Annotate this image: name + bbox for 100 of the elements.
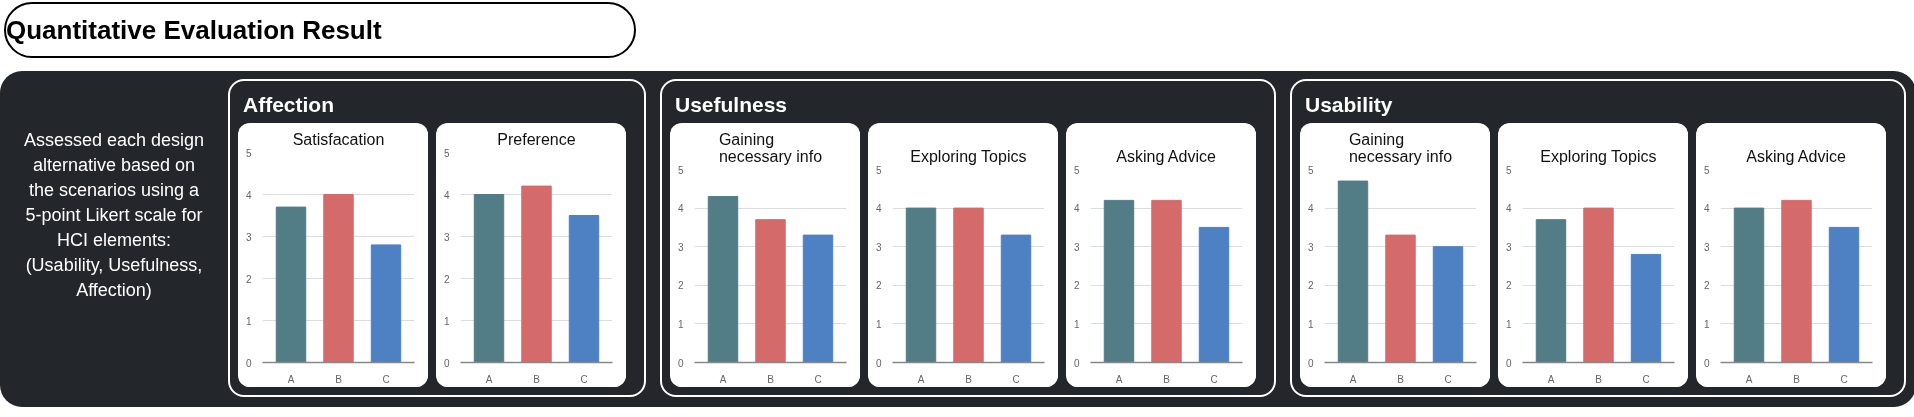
y-tick-label: 4	[245, 189, 252, 201]
x-tick-label: C	[1642, 373, 1650, 385]
bar	[1432, 246, 1464, 363]
y-tick-label: 1	[1073, 318, 1080, 330]
chart-title: Gaining necessary info	[1348, 130, 1453, 165]
text: Assessed each design alternative based on the scenarios using a 5-point Likert scale for HCI elements: (Usability, Usefulness, Affection)	[22, 129, 206, 302]
y-tick-label: 2	[677, 280, 684, 292]
x-tick-label: A	[1547, 373, 1555, 385]
x-tick-label: A	[1115, 373, 1123, 385]
x-tick-label: B	[1595, 373, 1603, 385]
y-tick-label: 0	[245, 357, 252, 369]
y-tick-label: 0	[1703, 357, 1710, 369]
x-tick-label: A	[1349, 373, 1357, 385]
y-tick-label: 0	[1505, 357, 1512, 369]
y-tick-label: 2	[1073, 280, 1080, 292]
x-tick-label: C	[1840, 373, 1848, 385]
bar	[802, 234, 834, 363]
text: Quantitative Evaluation Result	[6, 14, 382, 47]
y-tick-label: 4	[1505, 203, 1512, 215]
bar	[1781, 199, 1812, 363]
y-tick-label: 2	[875, 280, 882, 292]
y-tick-label: 3	[245, 231, 252, 243]
chart-title: Exploring Topics	[1540, 147, 1657, 165]
y-tick-label: 5	[1073, 164, 1080, 176]
bar	[521, 185, 552, 363]
bar	[1733, 207, 1765, 363]
chart-title: Asking Advice	[1116, 147, 1216, 165]
y-tick-label: 5	[677, 164, 684, 176]
bar	[568, 215, 600, 363]
x-tick-label: B	[767, 373, 775, 385]
bar	[1828, 226, 1860, 363]
y-tick-label: 1	[245, 315, 252, 327]
y-tick-label: 1	[443, 315, 450, 327]
y-tick-label: 3	[875, 241, 882, 253]
x-tick-label: B	[1793, 373, 1801, 385]
text: Usability	[1305, 92, 1393, 118]
y-tick-label: 4	[1703, 203, 1710, 215]
y-tick-label: 1	[875, 318, 882, 330]
y-tick-label: 5	[1505, 164, 1512, 176]
bar	[473, 194, 505, 363]
x-tick-label: C	[382, 373, 390, 385]
x-tick-label: B	[965, 373, 973, 385]
x-tick-label: C	[814, 373, 822, 385]
y-tick-label: 1	[1505, 318, 1512, 330]
chart-title: Preference	[497, 130, 576, 148]
y-tick-label: 1	[677, 318, 684, 330]
bar	[1583, 207, 1614, 363]
y-tick-label: 1	[1703, 318, 1710, 330]
bar	[275, 206, 307, 363]
y-tick-label: 2	[245, 273, 252, 285]
y-tick-label: 0	[1307, 357, 1314, 369]
text: Affection	[243, 92, 334, 118]
y-tick-label: 0	[677, 357, 684, 369]
x-tick-label: B	[1397, 373, 1405, 385]
y-tick-label: 2	[443, 273, 450, 285]
bar	[1385, 234, 1416, 363]
y-tick-label: 3	[1505, 241, 1512, 253]
chart-title: Gaining necessary info	[718, 130, 823, 165]
y-tick-label: 5	[875, 164, 882, 176]
y-tick-label: 3	[1073, 241, 1080, 253]
x-tick-label: A	[719, 373, 727, 385]
y-tick-label: 5	[245, 147, 252, 159]
x-tick-label: A	[1745, 373, 1753, 385]
bar	[755, 219, 786, 363]
x-tick-label: C	[580, 373, 588, 385]
y-tick-label: 4	[677, 203, 684, 215]
bar	[1535, 219, 1567, 363]
y-tick-label: 3	[677, 241, 684, 253]
bar	[1630, 253, 1662, 363]
y-tick-label: 5	[1307, 164, 1314, 176]
chart-title: Exploring Topics	[910, 147, 1027, 165]
y-tick-label: 2	[1703, 280, 1710, 292]
x-tick-label: A	[917, 373, 925, 385]
chart-title: Satisfacation	[292, 130, 385, 148]
y-tick-label: 4	[1073, 203, 1080, 215]
chart-title: Asking Advice	[1746, 147, 1846, 165]
bar	[323, 194, 354, 363]
x-tick-label: C	[1012, 373, 1020, 385]
x-tick-label: B	[533, 373, 541, 385]
bar	[1337, 180, 1369, 363]
x-tick-label: B	[335, 373, 343, 385]
y-tick-label: 2	[1505, 280, 1512, 292]
y-tick-label: 3	[1703, 241, 1710, 253]
y-tick-label: 5	[1703, 164, 1710, 176]
text: Usefulness	[675, 92, 788, 118]
y-tick-label: 1	[1307, 318, 1314, 330]
y-tick-label: 4	[1307, 203, 1314, 215]
x-tick-label: C	[1210, 373, 1218, 385]
y-tick-label: 0	[443, 357, 450, 369]
bar	[370, 244, 402, 363]
x-tick-label: C	[1444, 373, 1452, 385]
x-tick-label: A	[287, 373, 295, 385]
y-tick-label: 2	[1307, 280, 1314, 292]
y-tick-label: 4	[875, 203, 882, 215]
y-tick-label: 0	[1073, 357, 1080, 369]
x-tick-label: B	[1163, 373, 1171, 385]
x-tick-label: A	[485, 373, 493, 385]
y-tick-label: 0	[875, 357, 882, 369]
bar	[707, 196, 739, 363]
y-tick-label: 3	[1307, 241, 1314, 253]
